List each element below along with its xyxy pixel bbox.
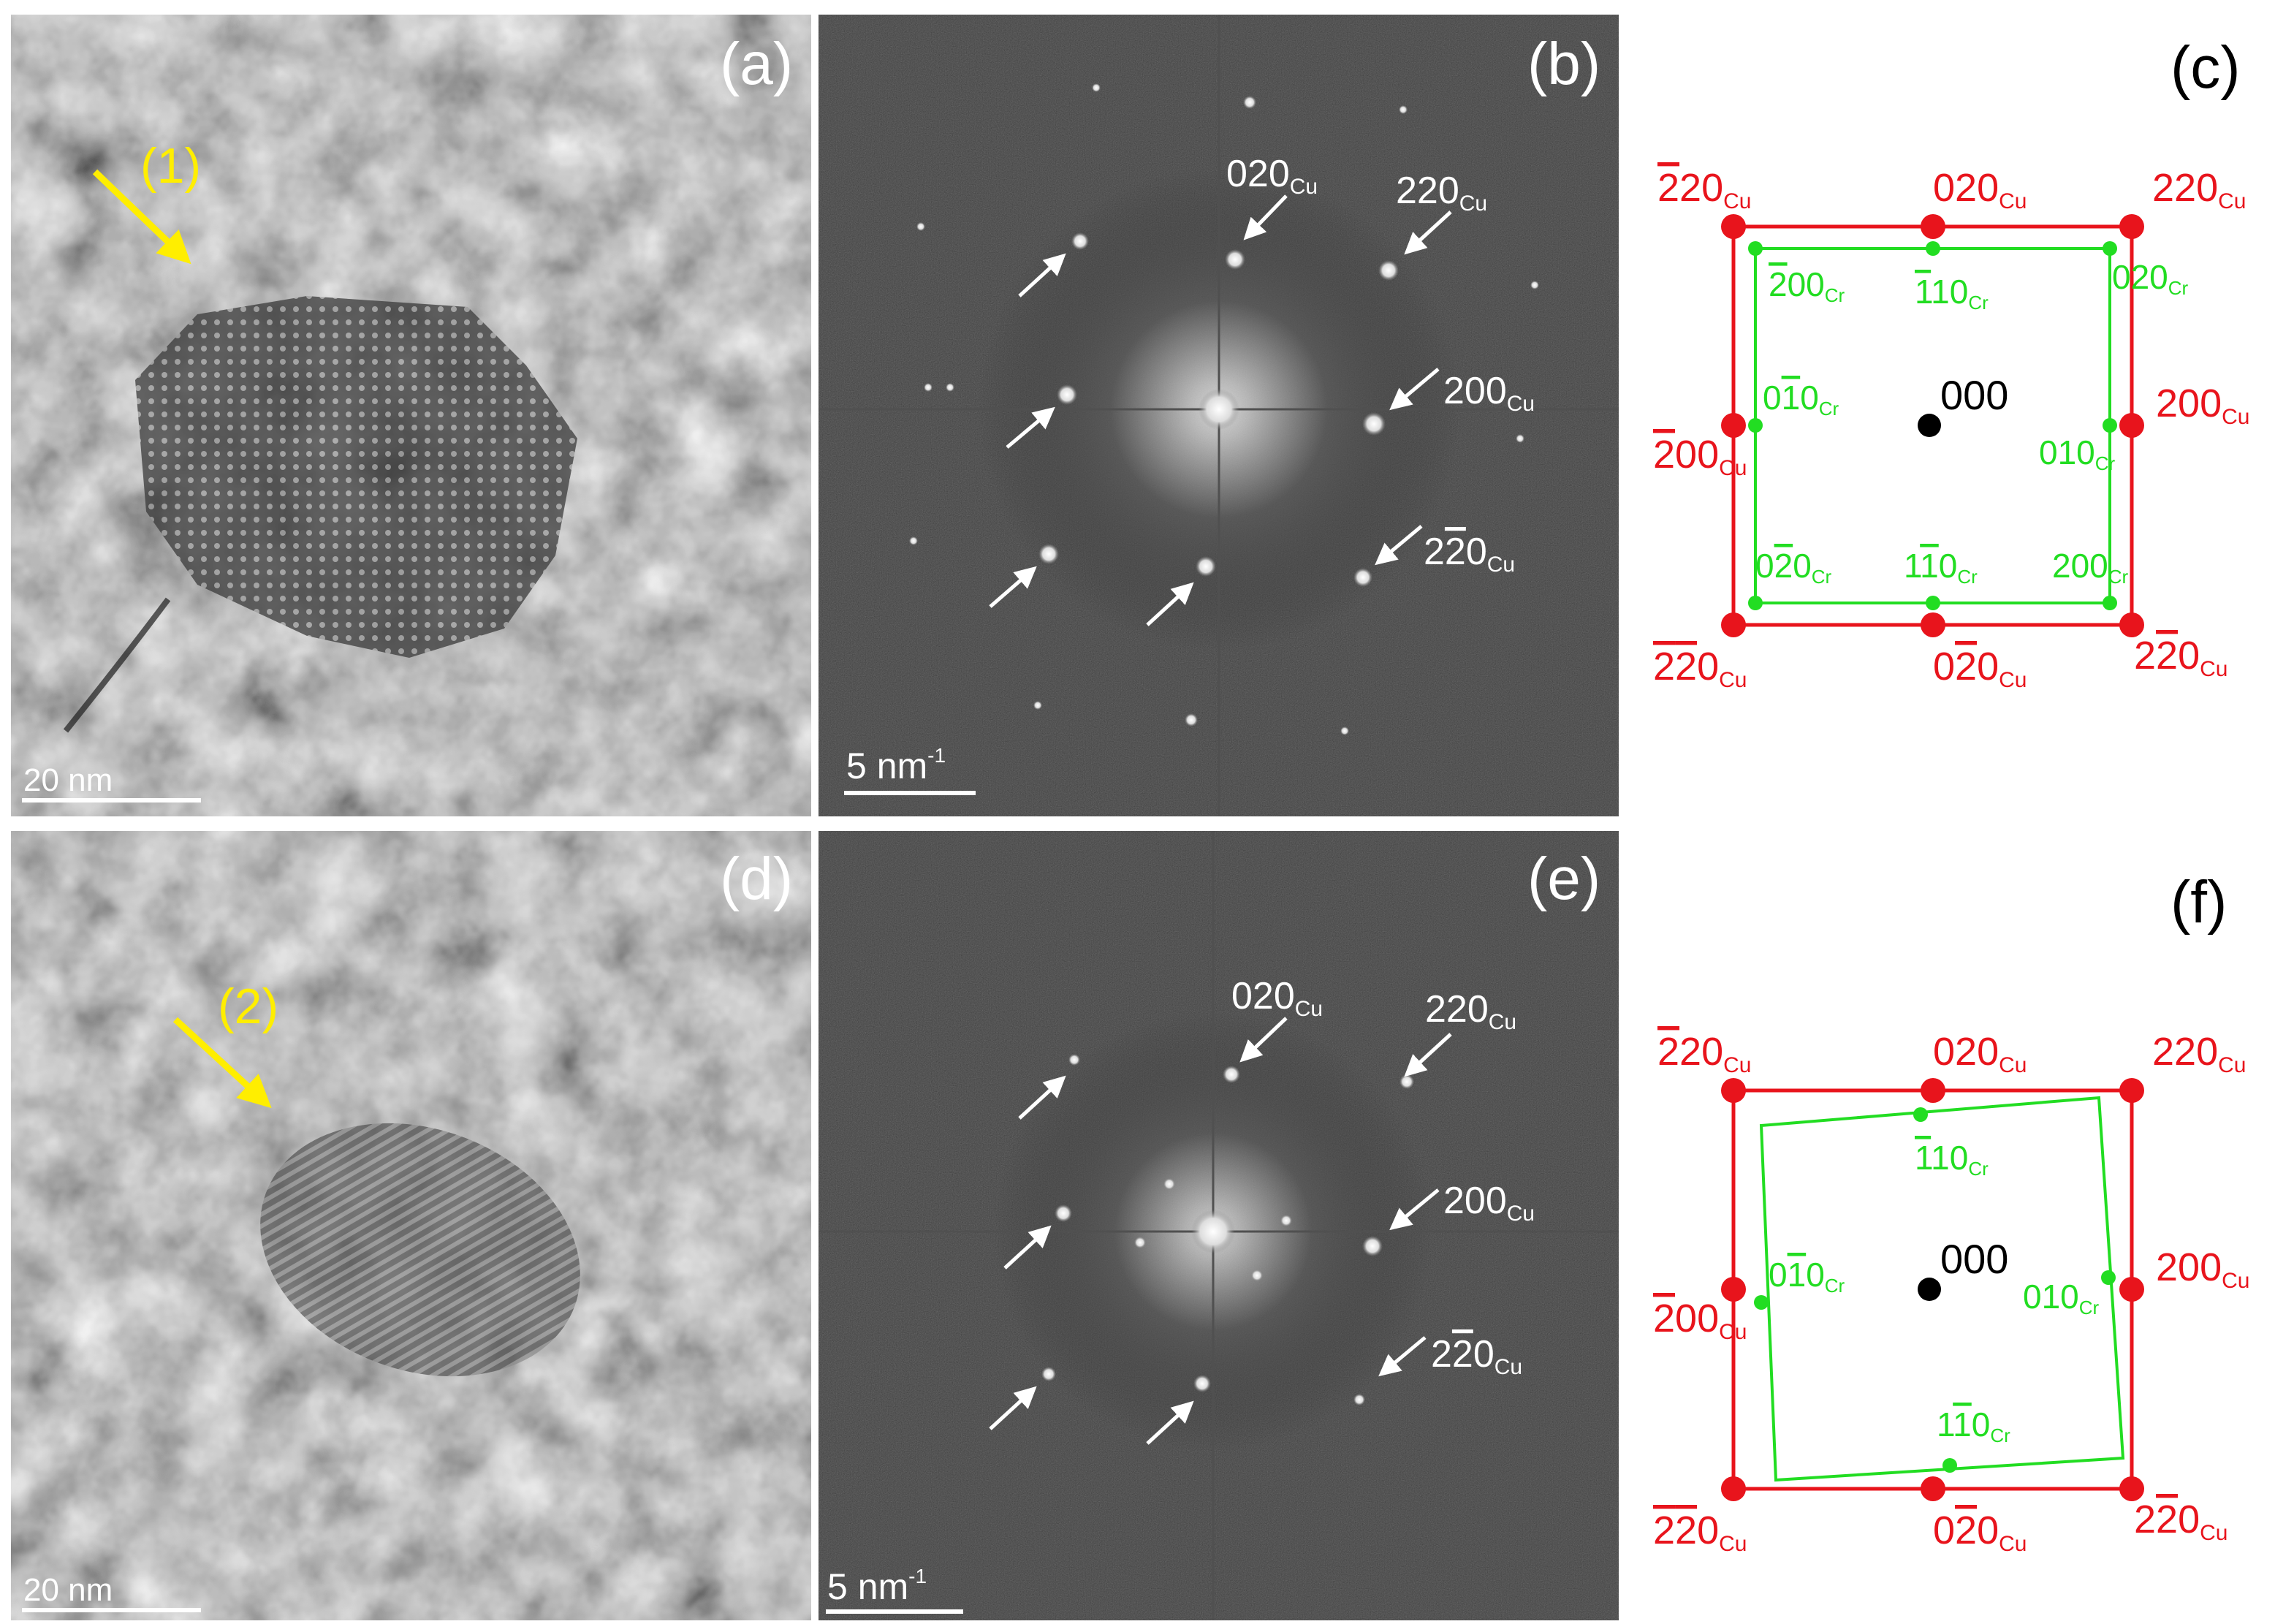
panel-label-c: (c) [2170, 34, 2241, 101]
diffraction-spots [909, 83, 1539, 735]
panel-d: (2) (d) 20 nm [11, 831, 811, 1620]
svg-text:010Cr: 010Cr [1769, 1256, 1845, 1297]
svg-text:020Cr: 020Cr [2112, 258, 2189, 299]
svg-text:220Cu: 220Cu [2134, 1498, 2228, 1545]
panel-label-b: (b) [1527, 31, 1600, 97]
panel-e: 020Cu 220Cu 200Cu 220Cu (e) 5 nm-1 [819, 831, 1619, 1620]
cr-spots [1748, 241, 2117, 610]
svg-text:220Cu: 220Cu [1657, 1030, 1751, 1077]
spot-label-220: 220Cu [1396, 170, 1487, 216]
svg-text:200Cu: 200Cu [2156, 382, 2249, 429]
yellow-arrow [172, 1017, 272, 1109]
precipitate-particle [135, 296, 577, 658]
origin-spot [1918, 1278, 1941, 1301]
cr-spots [1754, 1107, 2116, 1473]
svg-text:020Cu: 020Cu [1933, 1509, 2027, 1556]
svg-text:200Cu: 200Cu [2156, 1245, 2249, 1293]
particle-marker-label: (2) [218, 979, 278, 1034]
svg-text:010Cr: 010Cr [1763, 379, 1839, 420]
scale-bar-label: 5 nm-1 [827, 1565, 927, 1607]
spot-label-200: 200Cu [1443, 370, 1535, 416]
spot-label-2-20: 220Cu [1424, 531, 1515, 577]
svg-text:110Cr: 110Cr [1915, 273, 1989, 314]
panel-label-d: (d) [720, 846, 793, 912]
white-arrows [989, 194, 1452, 626]
panel-c: (c) 000 220Cu 020Cu 220Cu 200Cu 200Cu 22… [1653, 34, 2249, 692]
particle-marker-label: (1) [140, 138, 201, 194]
svg-text:220Cu: 220Cu [2152, 166, 2246, 213]
white-arrows [989, 1017, 1452, 1445]
diffraction-spots [1041, 1054, 1414, 1405]
panel-label-f: (f) [2170, 869, 2227, 936]
panel-label-a: (a) [720, 31, 793, 97]
svg-text:110Cr: 110Cr [1904, 547, 1978, 588]
panel-a: (1) (a) 20 nm [11, 15, 811, 816]
svg-text:020Cu: 020Cu [1933, 1030, 2027, 1077]
scale-bar-label: 20 nm [23, 1572, 113, 1608]
spot-label-020: 020Cu [1226, 153, 1318, 199]
precipitate-particle [260, 1123, 580, 1377]
scale-bar-label: 20 nm [23, 762, 113, 798]
svg-text:220Cu: 220Cu [1653, 645, 1747, 692]
svg-text:110Cr: 110Cr [1937, 1405, 2010, 1446]
svg-text:020Cu: 020Cu [1933, 166, 2027, 213]
svg-text:010Cr: 010Cr [2023, 1278, 2100, 1318]
yellow-arrow [92, 169, 191, 265]
svg-text:220Cu: 220Cu [1653, 1509, 1747, 1556]
svg-text:220Cu: 220Cu [2152, 1030, 2246, 1077]
origin-label: 000 [1940, 1236, 2008, 1282]
svg-text:200Cr: 200Cr [1769, 265, 1845, 306]
panel-label-e: (e) [1527, 846, 1600, 912]
cr-lattice-lines [1759, 1096, 2125, 1482]
origin-spot [1918, 414, 1941, 437]
spot-labels: 020Cu 220Cu 200Cu 220Cu [1231, 975, 1535, 1379]
svg-text:020Cr: 020Cr [1755, 547, 1832, 588]
panel-f: (f) 000 220Cu 020Cu 220Cu 200Cu 200Cu 22… [1653, 869, 2249, 1556]
scale-bar-label: 5 nm-1 [846, 744, 946, 786]
svg-text:110Cr: 110Cr [1915, 1139, 1989, 1180]
origin-label: 000 [1940, 372, 2008, 418]
svg-text:220Cu: 220Cu [1657, 166, 1751, 213]
svg-text:220Cu: 220Cu [2134, 634, 2228, 681]
cu-labels: 220Cu 020Cu 220Cu 200Cu 200Cu 220Cu 020C… [1653, 1030, 2249, 1556]
panel-b: 020Cu 220Cu 200Cu 220Cu (b) 5 nm-1 [819, 15, 1619, 816]
svg-text:200Cr: 200Cr [2052, 547, 2129, 588]
cu-spots [1721, 214, 2144, 637]
svg-text:010Cr: 010Cr [2039, 433, 2116, 474]
cu-spots [1721, 1078, 2144, 1501]
svg-text:200Cu: 200Cu [1653, 1297, 1747, 1344]
svg-text:020Cu: 020Cu [1933, 645, 2027, 692]
